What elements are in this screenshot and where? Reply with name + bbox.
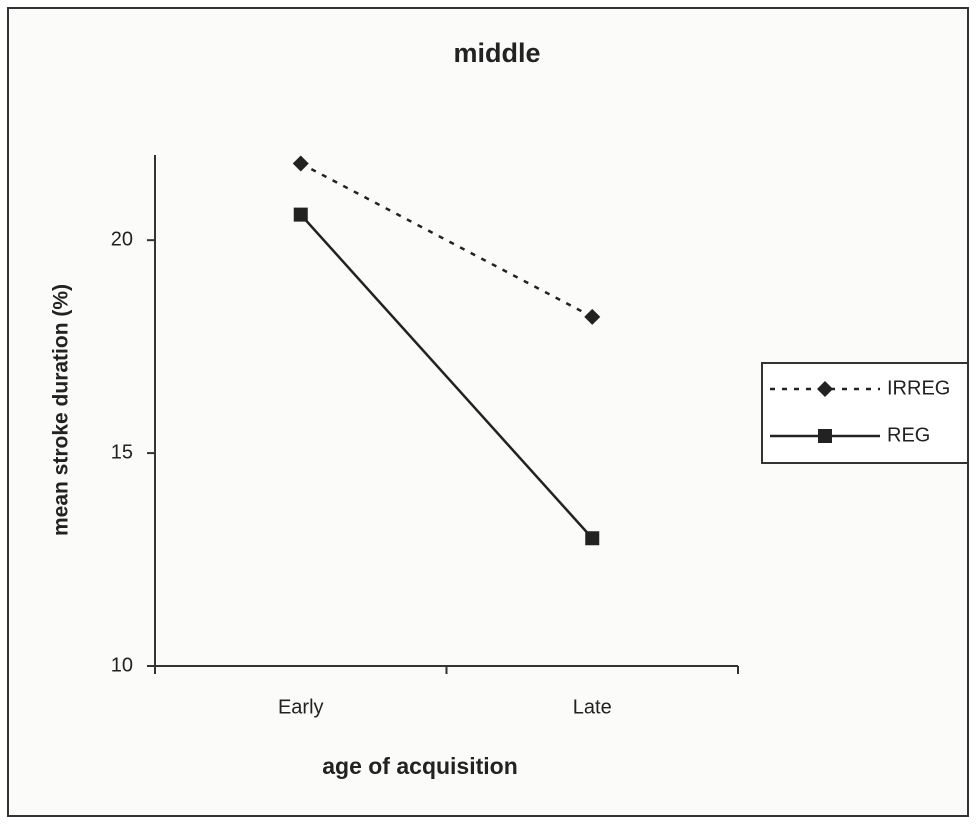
y-tick-label: 20 bbox=[111, 228, 133, 250]
legend-box bbox=[761, 362, 969, 464]
marker-diamond bbox=[584, 308, 601, 325]
x-tick-label: Early bbox=[278, 696, 324, 718]
x-tick-label: Late bbox=[573, 696, 612, 718]
marker-square bbox=[585, 531, 600, 546]
marker-square bbox=[818, 429, 832, 443]
marker-diamond bbox=[292, 155, 309, 172]
marker-square bbox=[293, 207, 308, 222]
y-axis-label: mean stroke duration (%) bbox=[50, 284, 73, 536]
y-tick-label: 15 bbox=[111, 441, 133, 463]
y-tick-label: 10 bbox=[111, 654, 133, 676]
chart-title: middle bbox=[453, 38, 540, 68]
legend-label: REG bbox=[887, 424, 930, 446]
marker-diamond bbox=[817, 381, 833, 397]
series-line bbox=[299, 213, 594, 540]
legend-label: IRREG bbox=[887, 377, 950, 399]
x-axis-label: age of acquisition bbox=[322, 753, 518, 779]
